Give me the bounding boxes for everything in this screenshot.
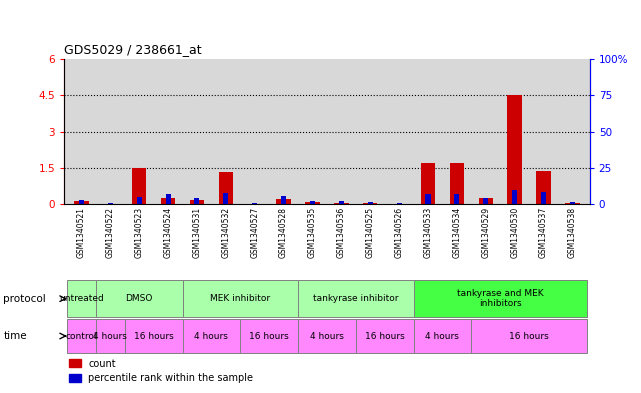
Text: 4 hours: 4 hours <box>94 332 128 340</box>
Text: 4 hours: 4 hours <box>194 332 228 340</box>
Text: 16 hours: 16 hours <box>134 332 174 340</box>
Text: MEK inhibitor: MEK inhibitor <box>210 294 271 303</box>
Text: time: time <box>3 331 27 341</box>
FancyBboxPatch shape <box>298 280 413 317</box>
Text: protocol: protocol <box>3 294 46 304</box>
Text: tankyrase and MEK
inhibitors: tankyrase and MEK inhibitors <box>457 289 544 309</box>
FancyBboxPatch shape <box>298 320 356 353</box>
Bar <box>252 203 257 204</box>
Text: 16 hours: 16 hours <box>509 332 549 340</box>
Text: 4 hours: 4 hours <box>426 332 460 340</box>
Bar <box>132 168 146 204</box>
Bar <box>310 201 315 204</box>
Bar <box>541 192 546 204</box>
FancyBboxPatch shape <box>67 320 96 353</box>
Bar <box>454 194 460 204</box>
FancyBboxPatch shape <box>183 280 298 317</box>
Bar <box>420 163 435 204</box>
Bar <box>276 199 291 204</box>
Bar <box>565 203 579 204</box>
Text: untreated: untreated <box>59 294 104 303</box>
Bar <box>537 171 551 204</box>
FancyBboxPatch shape <box>413 280 587 317</box>
Bar <box>426 194 431 204</box>
Legend: count, percentile rank within the sample: count, percentile rank within the sample <box>65 354 257 387</box>
FancyBboxPatch shape <box>471 320 587 353</box>
FancyBboxPatch shape <box>240 320 298 353</box>
Text: 16 hours: 16 hours <box>249 332 289 340</box>
Text: GDS5029 / 238661_at: GDS5029 / 238661_at <box>64 43 202 56</box>
Bar <box>570 202 575 204</box>
FancyBboxPatch shape <box>96 280 183 317</box>
Bar <box>449 163 464 204</box>
Bar <box>305 202 320 204</box>
Text: DMSO: DMSO <box>126 294 153 303</box>
Bar <box>74 202 88 204</box>
Bar <box>339 202 344 204</box>
FancyBboxPatch shape <box>67 280 96 317</box>
FancyBboxPatch shape <box>125 320 183 353</box>
Bar <box>281 196 286 204</box>
Bar <box>223 193 228 204</box>
Bar <box>512 190 517 204</box>
Bar <box>479 198 493 204</box>
Bar <box>508 95 522 204</box>
Bar <box>334 203 349 204</box>
FancyBboxPatch shape <box>356 320 413 353</box>
Text: 4 hours: 4 hours <box>310 332 344 340</box>
Bar <box>194 198 199 204</box>
Bar <box>363 203 378 204</box>
Text: tankyrase inhibitor: tankyrase inhibitor <box>313 294 399 303</box>
FancyBboxPatch shape <box>413 320 471 353</box>
FancyBboxPatch shape <box>96 320 125 353</box>
Bar <box>137 196 142 204</box>
Text: control: control <box>65 332 97 340</box>
Text: 16 hours: 16 hours <box>365 332 404 340</box>
Bar <box>190 200 204 204</box>
Bar <box>165 194 171 204</box>
FancyBboxPatch shape <box>183 320 240 353</box>
Bar <box>368 202 373 204</box>
Bar <box>79 200 84 204</box>
Bar <box>161 198 175 204</box>
Bar <box>219 172 233 204</box>
Bar <box>483 198 488 204</box>
